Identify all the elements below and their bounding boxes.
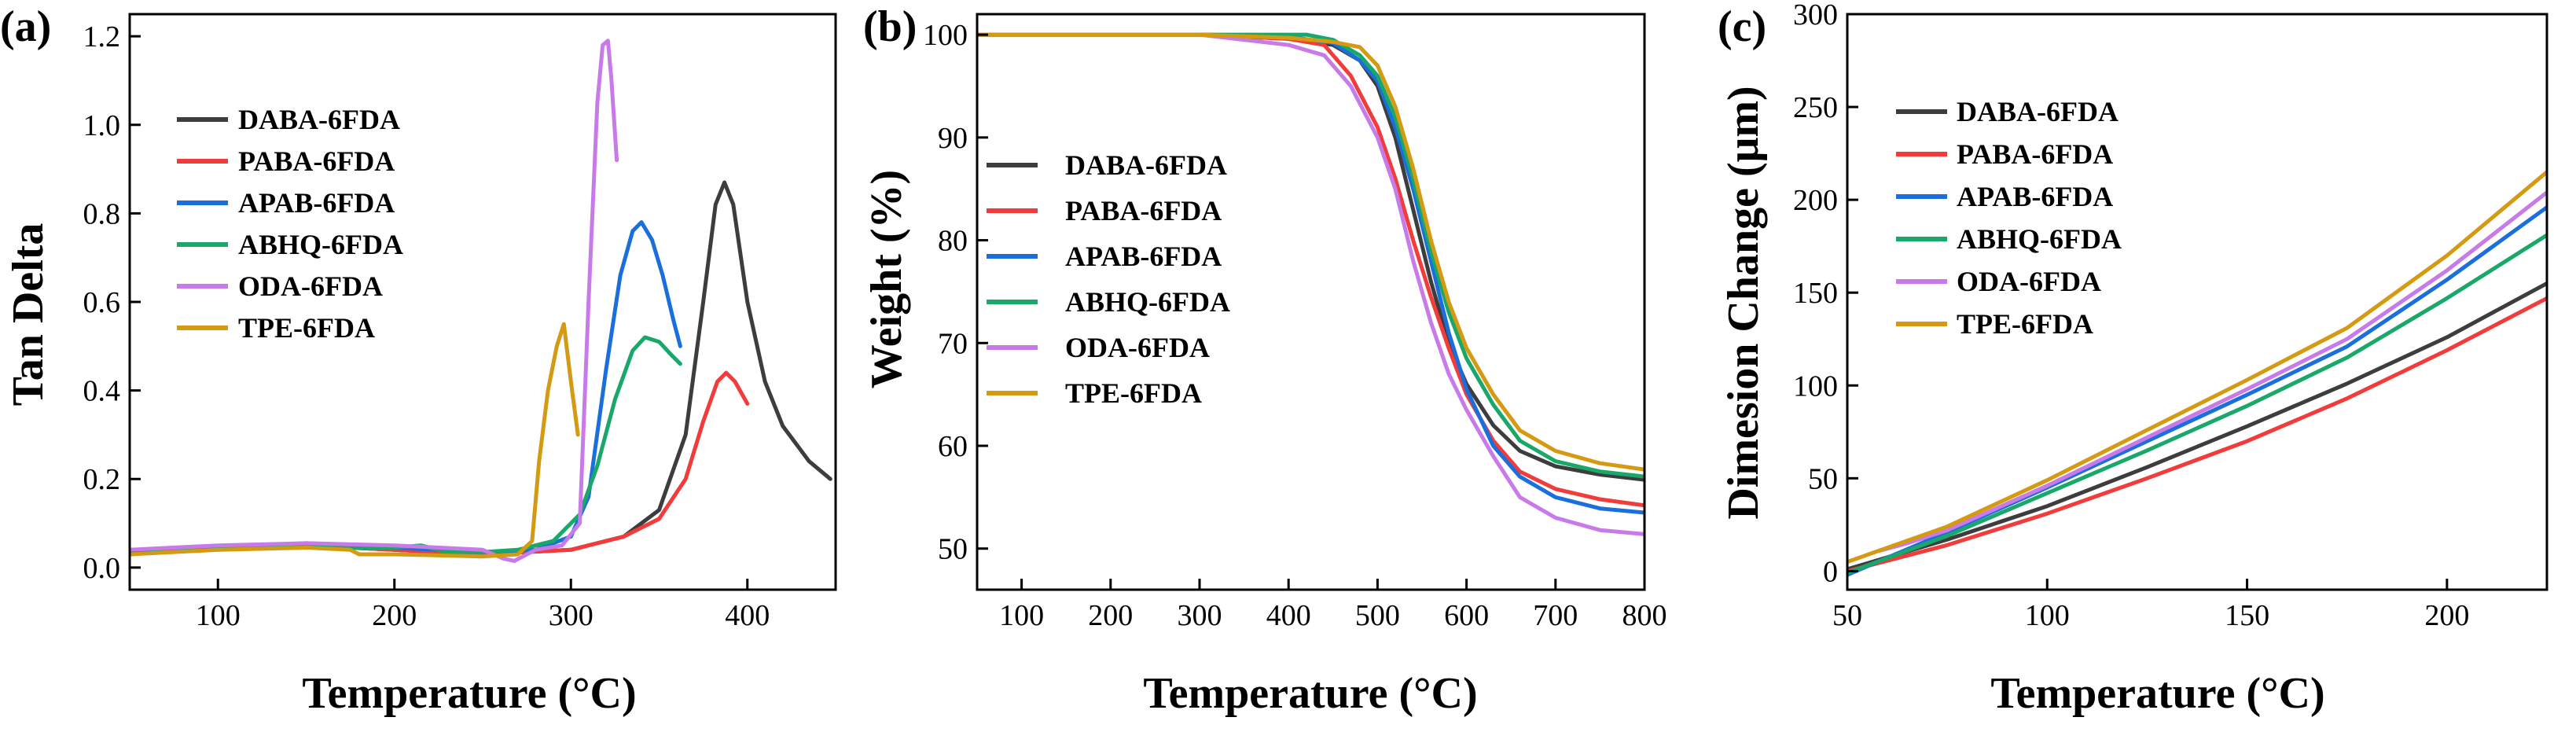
x-tick-label-c: 200 xyxy=(2424,599,2469,632)
panel-b-ylabel: Weight (%) xyxy=(862,170,911,388)
series-c-paba-6fda xyxy=(1847,296,2547,573)
y-tick-label-c: 50 xyxy=(1808,462,1838,495)
series-c-daba-6fda xyxy=(1847,281,2547,572)
panel-c-ylabel: Dimesion Change (μm) xyxy=(1719,86,1768,519)
legend-label-tpe-6fda: TPE-6FDA xyxy=(238,312,375,344)
legend-label-daba-6fda: DABA-6FDA xyxy=(238,104,400,135)
legend-label-abhq-6fda: ABHQ-6FDA xyxy=(238,229,403,260)
y-tick-label-a: 0.6 xyxy=(83,286,121,319)
x-tick-label-b: 400 xyxy=(1266,599,1311,632)
series-a-tpe-6fda xyxy=(130,322,580,559)
series-group-a xyxy=(130,39,832,563)
x-tick-label-b: 800 xyxy=(1622,599,1667,632)
x-tick-label-a: 100 xyxy=(196,599,241,632)
legend-a: DABA-6FDA PABA-6FDA APAB-6FDA ABHQ-6FDA ODA-… xyxy=(177,104,403,344)
y-tick-label-a: 0.2 xyxy=(83,463,121,496)
series-c-abhq-6fda xyxy=(1847,233,2547,576)
y-tick-label-b: 60 xyxy=(938,430,968,463)
y-tick-label-c: 250 xyxy=(1793,91,1838,124)
legend-label-tpe-6fda: TPE-6FDA xyxy=(1065,377,1202,409)
x-tick-label-b: 200 xyxy=(1088,599,1133,632)
y-tick-label-a: 0.4 xyxy=(83,375,121,408)
y-tick-label-b: 90 xyxy=(938,122,968,155)
legend-label-oda-6fda: ODA-6FDA xyxy=(1065,332,1210,363)
x-tick-label-a: 300 xyxy=(549,599,593,632)
legend-label-paba-6fda: PABA-6FDA xyxy=(1957,138,2113,170)
panel-c-xlabel: Temperature (°C) xyxy=(1990,669,2324,718)
y-tick-label-b: 50 xyxy=(938,533,968,566)
legend-label-apab-6fda: APAB-6FDA xyxy=(238,187,395,219)
panel-a-letter: (a) xyxy=(0,2,51,51)
plot-frame-c xyxy=(1846,13,2548,591)
plot-a: 100 200 300 400 0.0 0.2 0.4 0.6 0.8 1.0 1.2 DABA-6F… xyxy=(83,13,837,632)
plot-frame-b xyxy=(976,13,1646,591)
panel-a-ylabel: Tan Delta xyxy=(4,223,53,406)
series-c-oda-6fda xyxy=(1877,190,2547,553)
panel-c-letter: (c) xyxy=(1718,2,1766,51)
series-a-daba-6fda xyxy=(130,180,832,557)
panel-c: (c) 50 100 150 200 0 50 100 150 200 250 300 DABA-6F… xyxy=(1718,0,2548,718)
plot-c: 50 100 150 200 0 50 100 150 200 250 300 DABA-6FDA PA… xyxy=(1793,0,2548,632)
y-tick-label-a: 1.0 xyxy=(83,109,121,142)
y-tick-label-a: 0.0 xyxy=(83,552,121,585)
legend-label-daba-6fda: DABA-6FDA xyxy=(1957,96,2118,127)
series-b-abhq-6fda xyxy=(977,32,1644,479)
series-b-tpe-6fda xyxy=(977,32,1644,472)
series-group-c xyxy=(1847,170,2547,577)
series-c-apab-6fda xyxy=(1847,205,2547,577)
x-tick-label-b: 700 xyxy=(1533,599,1578,632)
y-tick-label-c: 300 xyxy=(1793,0,1838,31)
series-a-abhq-6fda xyxy=(130,335,682,554)
x-tick-label-b: 500 xyxy=(1355,599,1400,632)
legend-label-oda-6fda: ODA-6FDA xyxy=(238,270,383,302)
panel-b: (b) 100 200 300 400 500 600 700 800506070809010… xyxy=(862,2,1667,718)
panel-b-xlabel: Temperature (°C) xyxy=(1143,669,1477,718)
y-tick-label-a: 0.8 xyxy=(83,197,121,230)
legend-label-tpe-6fda: TPE-6FDA xyxy=(1957,308,2093,340)
panel-a-xlabel: Temperature (°C) xyxy=(302,669,636,718)
series-a-apab-6fda xyxy=(130,220,682,554)
y-tick-label-b: 70 xyxy=(938,327,968,360)
legend-label-paba-6fda: PABA-6FDA xyxy=(238,145,395,177)
legend-c: DABA-6FDA PABA-6FDA APAB-6FDA ABHQ-6FDA ODA-… xyxy=(1896,96,2122,340)
x-tick-label-b: 300 xyxy=(1178,599,1222,632)
legend-label-daba-6fda: DABA-6FDA xyxy=(1065,149,1227,181)
series-b-apab-6fda xyxy=(977,32,1644,515)
x-tick-label-b: 100 xyxy=(999,599,1044,632)
legend-label-apab-6fda: APAB-6FDA xyxy=(1957,181,2113,212)
x-tick-label-c: 150 xyxy=(2225,599,2269,632)
x-tick-label-c: 100 xyxy=(2025,599,2070,632)
x-tick-label-a: 400 xyxy=(725,599,770,632)
legend-label-apab-6fda: APAB-6FDA xyxy=(1065,241,1222,272)
series-group-b xyxy=(977,32,1644,536)
series-a-oda-6fda xyxy=(130,39,619,563)
series-b-paba-6fda xyxy=(977,32,1644,508)
plot-b: 100 200 300 400 500 600 700 800 50 60 70 80 90 100 DAB… xyxy=(923,13,1667,632)
y-tick-label-b: 80 xyxy=(938,225,968,258)
series-c-tpe-6fda xyxy=(1847,170,2547,565)
series-b-oda-6fda xyxy=(977,32,1644,536)
y-tick-label-c: 200 xyxy=(1793,184,1838,217)
x-tick-label-b: 600 xyxy=(1444,599,1489,632)
legend-b: DABA-6FDA PABA-6FDA APAB-6FDA ABHQ-6FDA ODA-… xyxy=(987,149,1230,409)
series-a-paba-6fda xyxy=(130,370,750,557)
y-tick-label-a: 1.2 xyxy=(83,20,121,53)
legend-label-abhq-6fda: ABHQ-6FDA xyxy=(1957,223,2122,255)
legend-label-abhq-6fda: ABHQ-6FDA xyxy=(1065,286,1230,318)
y-tick-label-c: 100 xyxy=(1793,370,1838,403)
legend-label-paba-6fda: PABA-6FDA xyxy=(1065,195,1222,226)
plot-frame-a xyxy=(128,13,837,591)
x-tick-label-c: 50 xyxy=(1832,599,1862,632)
panel-a: (a) 100 200 300 400 0.0 0.2 0.4 0.6 0.8 1.0 1.2 DAB… xyxy=(0,2,837,718)
legend-label-oda-6fda: ODA-6FDA xyxy=(1957,266,2101,297)
y-tick-label-c: 0 xyxy=(1823,555,1838,588)
x-tick-label-a: 200 xyxy=(372,599,417,632)
y-tick-label-b: 100 xyxy=(923,19,968,52)
panel-b-letter: (b) xyxy=(863,2,917,51)
y-tick-label-c: 150 xyxy=(1793,277,1838,310)
